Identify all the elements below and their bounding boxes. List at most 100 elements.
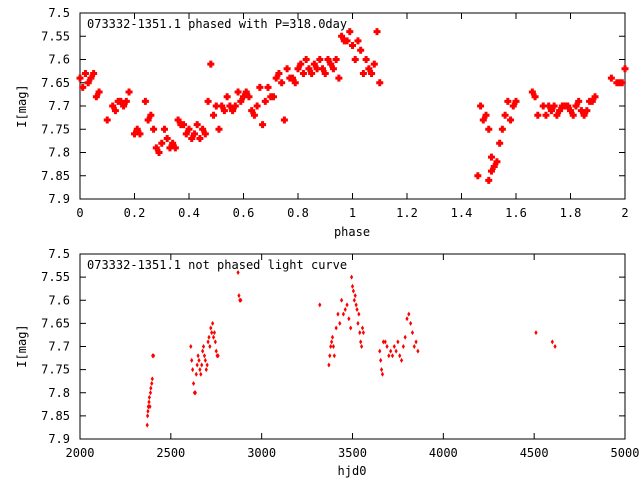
data-point bbox=[379, 367, 384, 373]
data-point bbox=[583, 107, 591, 115]
data-point bbox=[218, 102, 226, 110]
data-point bbox=[122, 97, 130, 105]
y-tick-label: 7.55 bbox=[41, 29, 70, 43]
x-tick-label: 3500 bbox=[338, 446, 367, 460]
data-point bbox=[512, 97, 520, 105]
data-point bbox=[327, 362, 331, 368]
data-point bbox=[359, 339, 363, 345]
x-axis-ticks: 2000 2500 3000 3500 4000 4500 5000 bbox=[66, 254, 639, 460]
data-point bbox=[332, 353, 336, 359]
data-point bbox=[199, 371, 203, 377]
data-point bbox=[302, 56, 310, 63]
data-point bbox=[214, 348, 218, 354]
data-point bbox=[289, 74, 297, 82]
data-point bbox=[572, 102, 580, 110]
data-point bbox=[203, 357, 207, 363]
data-point bbox=[310, 60, 318, 68]
data-point bbox=[150, 381, 154, 386]
data-point bbox=[201, 344, 206, 349]
data-point bbox=[76, 74, 84, 82]
data-point bbox=[160, 125, 168, 133]
data-point bbox=[188, 135, 196, 143]
data-point bbox=[474, 172, 482, 180]
data-point bbox=[493, 158, 501, 166]
data-point bbox=[356, 320, 360, 326]
data-point bbox=[206, 339, 210, 345]
data-point bbox=[81, 69, 89, 77]
data-point bbox=[205, 362, 209, 368]
data-point bbox=[577, 107, 585, 115]
data-point bbox=[144, 116, 152, 124]
data-point bbox=[136, 130, 144, 138]
data-point bbox=[169, 139, 177, 147]
data-point bbox=[416, 348, 420, 354]
data-point bbox=[148, 404, 152, 410]
data-point bbox=[191, 381, 196, 386]
data-point bbox=[196, 135, 204, 143]
data-point bbox=[237, 293, 241, 299]
data-point bbox=[588, 97, 596, 105]
y-tick-label: 7.7 bbox=[48, 340, 70, 354]
x-tick-label: 0.8 bbox=[287, 206, 309, 220]
data-point bbox=[131, 130, 138, 138]
data-point bbox=[387, 353, 391, 359]
data-point bbox=[618, 79, 626, 87]
data-point bbox=[545, 102, 553, 110]
data-point bbox=[212, 330, 217, 336]
x-tick-label: 4500 bbox=[520, 446, 549, 460]
data-point bbox=[392, 344, 396, 349]
data-point bbox=[275, 69, 283, 77]
data-point bbox=[351, 288, 356, 294]
data-point bbox=[90, 69, 98, 77]
y-tick-label: 7.5 bbox=[48, 247, 70, 261]
data-point bbox=[189, 344, 193, 349]
data-point bbox=[231, 102, 239, 110]
data-point bbox=[482, 111, 490, 119]
data-point bbox=[556, 107, 564, 115]
data-point bbox=[349, 274, 354, 280]
data-point bbox=[171, 144, 179, 152]
data-point bbox=[87, 74, 95, 82]
data-point bbox=[92, 93, 100, 101]
data-point bbox=[193, 121, 201, 129]
data-point bbox=[147, 399, 151, 405]
data-point bbox=[345, 302, 349, 308]
data-point bbox=[398, 353, 402, 359]
data-point bbox=[297, 60, 305, 68]
data-point bbox=[357, 311, 361, 317]
data-point bbox=[361, 330, 365, 336]
data-point bbox=[368, 69, 376, 77]
data-point bbox=[405, 316, 409, 322]
data-point bbox=[240, 93, 247, 101]
data-point bbox=[390, 353, 395, 359]
data-point bbox=[147, 394, 151, 400]
data-point bbox=[259, 121, 267, 129]
data-point bbox=[496, 139, 504, 147]
data-point bbox=[383, 339, 387, 345]
chart-title: 073332-1351.1 phased with P=318.0day bbox=[87, 17, 347, 31]
data-point bbox=[117, 97, 125, 105]
data-point bbox=[242, 88, 250, 96]
data-point bbox=[343, 37, 351, 45]
x-axis-ticks: 0 0.2 0.4 0.6 0.8 1 1.2 1.4 1.6 1.8 2 bbox=[76, 13, 629, 220]
data-point bbox=[327, 60, 335, 68]
x-tick-label: 2000 bbox=[66, 446, 95, 460]
data-point bbox=[354, 302, 358, 308]
x-tick-label: 1.2 bbox=[396, 206, 418, 220]
data-point bbox=[216, 353, 220, 359]
data-point bbox=[125, 88, 133, 96]
data-point bbox=[553, 111, 561, 119]
y-tick-label: 7.85 bbox=[41, 169, 70, 183]
data-point bbox=[207, 334, 211, 340]
data-point bbox=[378, 348, 382, 354]
data-point bbox=[547, 107, 555, 115]
data-point bbox=[204, 367, 208, 373]
data-point bbox=[180, 121, 188, 129]
y-axis-ticks: 7.5 7.55 7.6 7.65 7.7 7.75 7.8 7.85 7.9 bbox=[41, 247, 625, 446]
data-point bbox=[352, 297, 356, 303]
data-point bbox=[379, 357, 383, 363]
data-point bbox=[324, 56, 332, 63]
y-tick-label: 7.75 bbox=[41, 363, 70, 377]
data-point bbox=[141, 97, 149, 105]
